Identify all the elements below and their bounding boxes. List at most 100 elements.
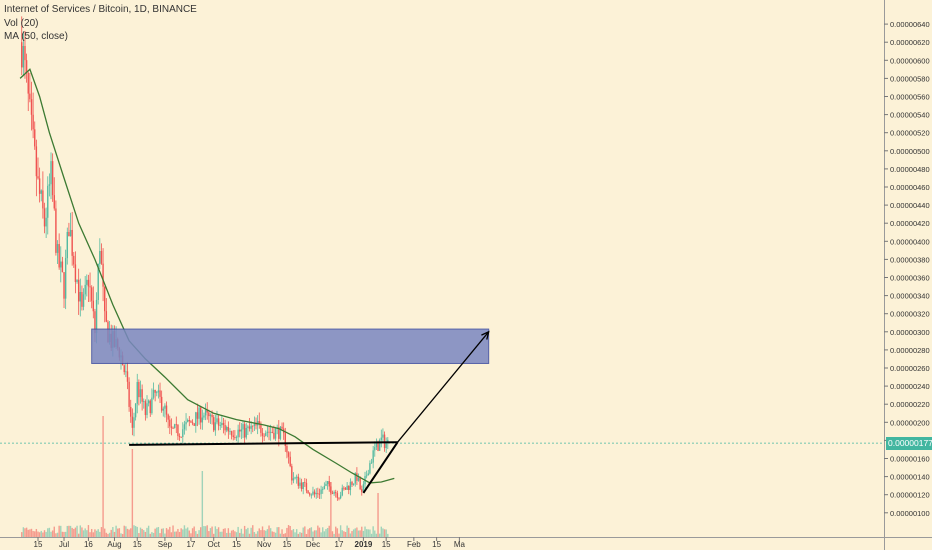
volume-bar (273, 531, 275, 537)
volume-bar (89, 532, 91, 537)
volume-bar (349, 533, 352, 537)
candle-body (315, 493, 317, 495)
y-tick-label: 0.00000600 (890, 56, 930, 65)
x-tick-label: 15 (133, 540, 142, 549)
candle-body (170, 426, 173, 428)
volume-bar (120, 533, 122, 537)
volume-bar (383, 529, 386, 537)
candle-body (374, 447, 376, 451)
volume-bar (198, 530, 200, 537)
volume-bar (71, 527, 73, 537)
candle-body (56, 244, 59, 253)
candle-body (126, 371, 129, 382)
candle-body (302, 482, 304, 489)
volume-bar (217, 527, 220, 537)
candle-body (160, 396, 163, 411)
candle-body (143, 401, 145, 403)
candle-body (289, 456, 291, 467)
volume-bar (344, 532, 347, 537)
volume-bar (211, 526, 213, 537)
volume-bar (102, 416, 104, 537)
candle-body (71, 229, 73, 256)
volume-bar (292, 529, 295, 537)
volume-bar (95, 530, 98, 537)
candle-body (328, 481, 330, 487)
candle-body (336, 493, 339, 498)
y-tick-label: 0.00000240 (890, 382, 930, 391)
volume-bar (258, 528, 260, 537)
y-tick-label: 0.00000380 (890, 255, 930, 264)
candle-body (245, 427, 247, 438)
volume-bar (271, 531, 273, 537)
candle-body (307, 490, 309, 494)
volume-bar (206, 525, 208, 537)
volume-bar (92, 532, 95, 537)
projection-arrow-line (397, 331, 490, 443)
volume-bar (34, 531, 36, 537)
volume-bar (320, 532, 322, 537)
volume-bar (326, 527, 329, 537)
volume-bar (42, 532, 44, 537)
candle-body (344, 488, 347, 490)
moving-average-label[interactable]: MA (50, close) (4, 31, 68, 42)
volume-bar (361, 526, 363, 537)
volume-bar (289, 525, 291, 537)
candle-body (269, 431, 272, 433)
candle-body (383, 434, 386, 449)
volume-bar (40, 530, 42, 537)
volume-series (21, 416, 389, 537)
candle-body (323, 485, 326, 490)
candle-body (47, 185, 49, 218)
volume-bar (317, 525, 319, 537)
volume-bar (133, 525, 135, 537)
candle-body (141, 389, 143, 402)
candle-body (361, 489, 363, 492)
volume-bar (51, 530, 54, 537)
volume-bar (323, 531, 326, 537)
candle-body (338, 497, 340, 499)
volume-bar (69, 525, 72, 537)
volume-bar (108, 532, 111, 537)
volume-bar (252, 525, 254, 537)
support-line (129, 441, 398, 446)
volume-bar (55, 533, 57, 537)
candle-body (335, 492, 337, 494)
y-tick-label: 0.00000520 (890, 129, 930, 138)
volume-bar (330, 482, 332, 537)
candle-body (375, 441, 378, 448)
volume-bar (297, 533, 300, 537)
volume-bar (232, 529, 234, 537)
y-tick-label: 0.00000360 (890, 274, 930, 283)
volume-bar (237, 526, 239, 537)
candle-body (35, 146, 38, 177)
candle-body (274, 428, 277, 439)
candle-body (279, 426, 282, 439)
volume-bar (255, 533, 257, 537)
volume-bar (123, 525, 125, 537)
volume-bar (128, 529, 130, 537)
volume-bar (328, 525, 330, 537)
volume-bar (287, 525, 290, 537)
volume-bar (315, 530, 317, 537)
volume-bar (183, 525, 186, 537)
candle-body (213, 417, 215, 431)
volume-indicator-label[interactable]: Vol (20) (4, 17, 39, 29)
volume-bar (239, 532, 241, 537)
volume-bar (167, 529, 169, 537)
volume-bar (256, 531, 259, 537)
candle-body (169, 419, 171, 427)
volume-bar (21, 532, 23, 537)
candle-body (43, 208, 46, 227)
volume-bar (134, 526, 137, 537)
volume-bar (312, 531, 314, 537)
candle-body (343, 487, 345, 489)
volume-bar (309, 528, 311, 537)
volume-bar (165, 528, 168, 537)
candle-body (261, 432, 264, 436)
volume-bar (295, 529, 298, 537)
x-tick-label: Jul (59, 540, 69, 549)
candle-body (250, 425, 252, 429)
volume-bar (81, 527, 83, 537)
volume-bar (307, 529, 309, 537)
